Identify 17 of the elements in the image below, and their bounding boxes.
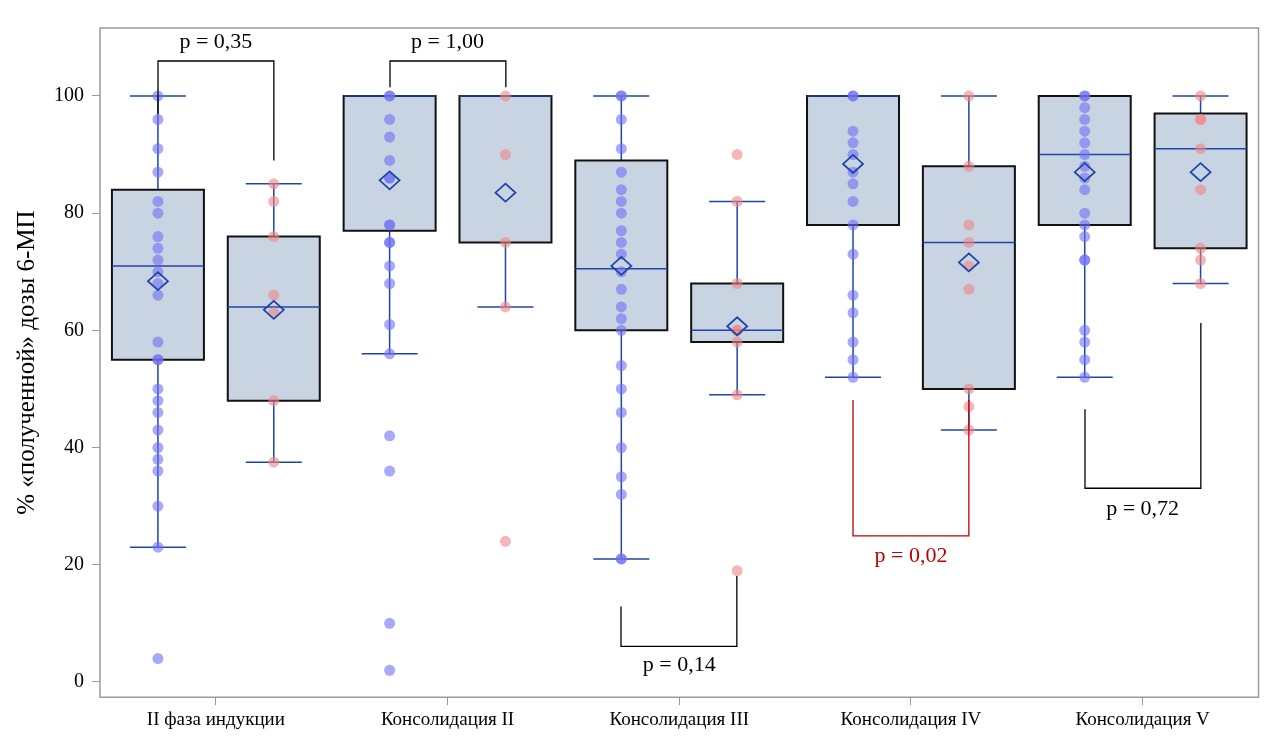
annotation: p = 1,00 — [411, 28, 485, 54]
annotation: p = 0,35 — [179, 28, 253, 54]
y-axis-title: % «полученной» дозы 6-МП — [11, 210, 39, 515]
annotation: p = 0,02 — [874, 542, 948, 568]
x-tick-label: II фаза индукции — [146, 707, 285, 729]
annotation: p = 0,14 — [642, 650, 716, 676]
x-tick-label: Консолидация IV — [840, 707, 982, 729]
y-tick-label: 0 — [74, 669, 84, 692]
y-tick-label: 80 — [64, 200, 84, 223]
x-tick-label: Консолидация III — [609, 707, 750, 729]
x-tick-label: Консолидация II — [380, 707, 515, 729]
y-tick-label: 20 — [64, 552, 84, 575]
y-tick-label: 40 — [64, 434, 84, 457]
y-tick-label: 100 — [54, 83, 84, 106]
x-tick-label: Консолидация V — [1075, 707, 1211, 729]
y-tick-label: 60 — [64, 317, 84, 340]
annotation: p = 0,72 — [1106, 495, 1180, 521]
